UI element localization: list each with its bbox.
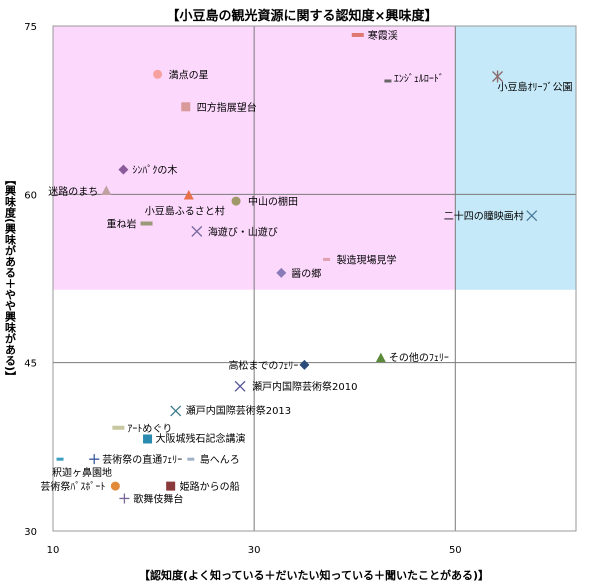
point-label: 小豆島ふるさと村 xyxy=(145,204,225,217)
data-point xyxy=(323,257,331,261)
point-label: 寒霞渓 xyxy=(368,29,398,42)
point-label: ｱｰﾄめぐり xyxy=(127,423,172,435)
data-point xyxy=(526,210,538,222)
point-label: 二十四の瞳映画村 xyxy=(444,210,524,223)
region-layer xyxy=(53,26,576,290)
data-point xyxy=(119,493,130,504)
y-tick-label: 60 xyxy=(24,190,37,201)
point-label: 瀬戸内国際芸術祭2010 xyxy=(252,380,357,393)
data-point xyxy=(276,267,287,278)
data-point xyxy=(170,405,182,417)
point-label: 芸術祭ﾊﾟｽﾎﾟｰﾄ xyxy=(40,480,105,493)
chart-title: 【小豆島の観光資源に関する認知度×興味度】 xyxy=(167,8,438,24)
data-point xyxy=(118,164,129,175)
data-point xyxy=(183,189,194,200)
point-label: 瀬戸内国際芸術祭2013 xyxy=(186,404,291,417)
grid-layer xyxy=(53,26,576,531)
data-point xyxy=(492,70,504,83)
data-point xyxy=(191,225,203,237)
y-tick-label: 75 xyxy=(24,22,37,33)
points-layer xyxy=(56,32,538,504)
tick-layer: 10 30 50 30 45 60 75 xyxy=(24,22,461,556)
x-tick-label: 10 xyxy=(47,545,60,556)
point-label: ｼﾝﾊﾟｸの木 xyxy=(132,165,177,177)
data-point xyxy=(56,457,64,461)
data-point xyxy=(153,69,163,79)
data-point xyxy=(231,196,241,206)
point-label: 重ね岩 xyxy=(107,218,137,231)
y-tick-label: 30 xyxy=(24,527,37,538)
point-label: 釈迦ヶ鼻園地 xyxy=(52,466,112,479)
data-point xyxy=(166,481,176,491)
point-label: ｴﾝｼﾞｪﾙﾛｰﾄﾞ xyxy=(394,73,444,85)
data-point xyxy=(234,380,246,392)
point-label: 歌舞伎舞台 xyxy=(133,492,183,505)
point-label: 高松までのﾌｪﾘｰ xyxy=(228,359,298,372)
point-label: 四方指展望台 xyxy=(197,101,257,114)
point-label: 迷路のまち xyxy=(48,185,98,198)
data-point xyxy=(384,79,392,83)
data-point xyxy=(101,185,112,195)
data-point xyxy=(89,454,100,465)
y-axis-title: 【興味度(興味がある＋やや興味がある)】 xyxy=(4,174,17,382)
point-label: 大阪城残石記念講演 xyxy=(156,432,246,445)
point-label: 醤の郷 xyxy=(291,267,321,280)
x-tick-label: 50 xyxy=(449,545,462,556)
point-label: 満点の星 xyxy=(169,69,209,81)
data-point xyxy=(351,32,364,37)
plot-frame xyxy=(52,25,577,532)
point-label: 島へんろ xyxy=(200,453,240,466)
point-label: 芸術祭の直通ﾌｪﾘｰ xyxy=(102,453,182,466)
highlight-region xyxy=(455,26,576,290)
point-label: 中山の棚田 xyxy=(248,195,298,208)
data-point xyxy=(181,102,191,112)
x-axis-title: 【認知度(よく知っている＋だいたい知っている＋聞いたことがある)】 xyxy=(139,568,489,582)
point-label: 海遊び・山遊び xyxy=(208,225,278,238)
point-label: 姫路からの船 xyxy=(180,480,240,493)
data-point xyxy=(112,425,125,430)
point-label: 製造現場見学 xyxy=(337,253,397,266)
data-point xyxy=(140,221,153,226)
data-point xyxy=(299,359,310,370)
point-label: 小豆島ｵﾘｰﾌﾞ公園 xyxy=(498,81,573,94)
data-point xyxy=(110,481,120,491)
x-tick-label: 30 xyxy=(248,545,261,556)
y-tick-label: 45 xyxy=(24,359,37,370)
data-point xyxy=(143,434,153,444)
point-label: その他のﾌｪﾘｰ xyxy=(389,351,449,364)
data-point xyxy=(375,352,386,363)
data-point xyxy=(187,457,195,461)
